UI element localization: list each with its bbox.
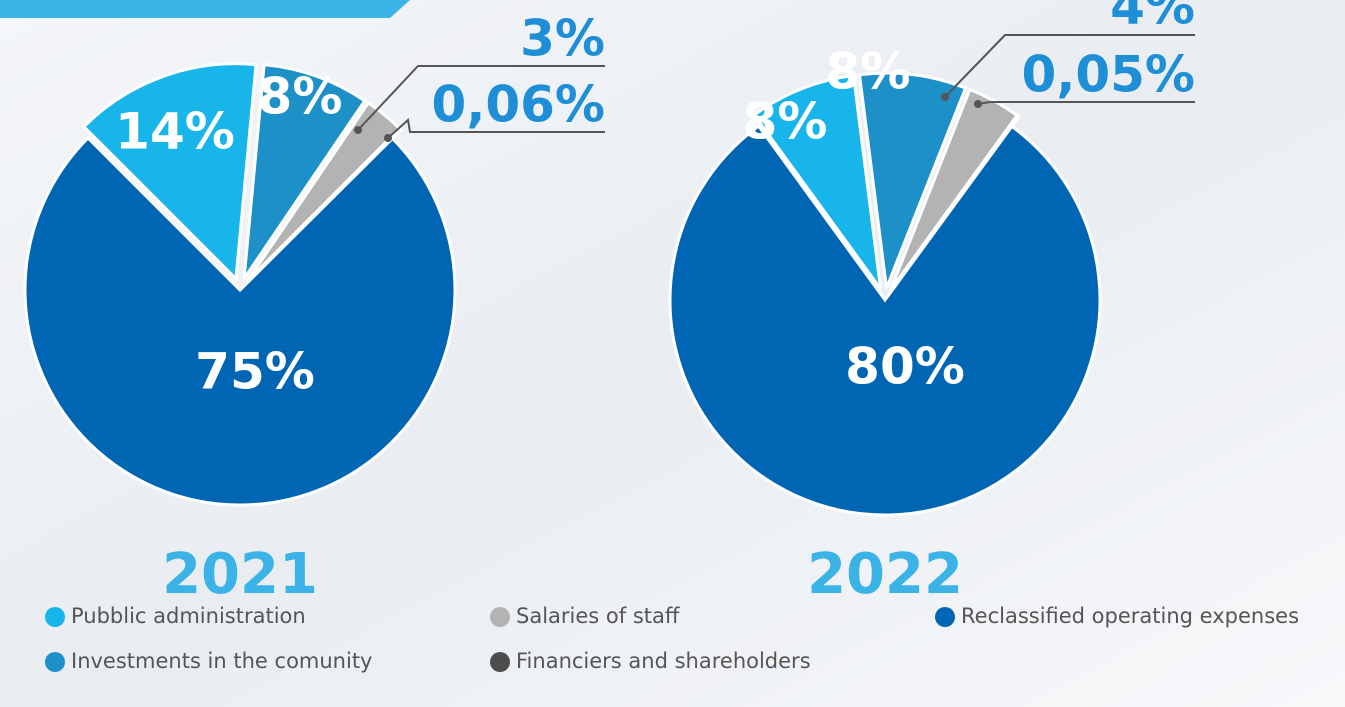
leader-dot [354,126,362,134]
pie-slice [668,123,1102,517]
value-label: 3% [520,10,605,68]
legend-label: Salaries of staff [516,604,680,628]
pie-slice [23,135,457,507]
legend-label: Investments in the comunity [71,649,373,673]
pie-slice [752,73,883,290]
leader-line [944,34,1195,98]
leader-dot [941,93,949,101]
leader-line [977,101,1195,105]
legend-label: Financiers and shareholders [516,649,811,673]
leader-dot [384,134,392,142]
pie-title: 2022 [807,542,963,607]
legend-swatch [45,652,65,672]
legend-swatch [935,607,955,627]
pie-slice [81,62,258,283]
legend-label: Pubblic administration [71,604,306,628]
value-label: 8% [743,93,828,151]
legend-swatch [490,652,510,672]
value-label: 14% [115,103,235,161]
legend-swatch [45,607,65,627]
value-label: 8% [258,68,343,126]
pie-slice [242,63,367,280]
value-label: 80% [845,338,965,396]
value-label: 4% [1110,0,1195,36]
legend-swatch [490,607,510,627]
value-label: 0,05% [1022,46,1195,104]
leader-line [387,118,605,139]
legend-label: Reclassified operating expenses [961,604,1299,628]
value-label: 75% [195,343,315,401]
leader-line [357,65,605,131]
banner [0,0,410,18]
value-label: 8% [826,43,911,101]
leader-dot [974,100,982,108]
value-label: 0,06% [432,76,605,134]
pie-title: 2021 [162,542,318,607]
pie-slice [857,71,968,289]
